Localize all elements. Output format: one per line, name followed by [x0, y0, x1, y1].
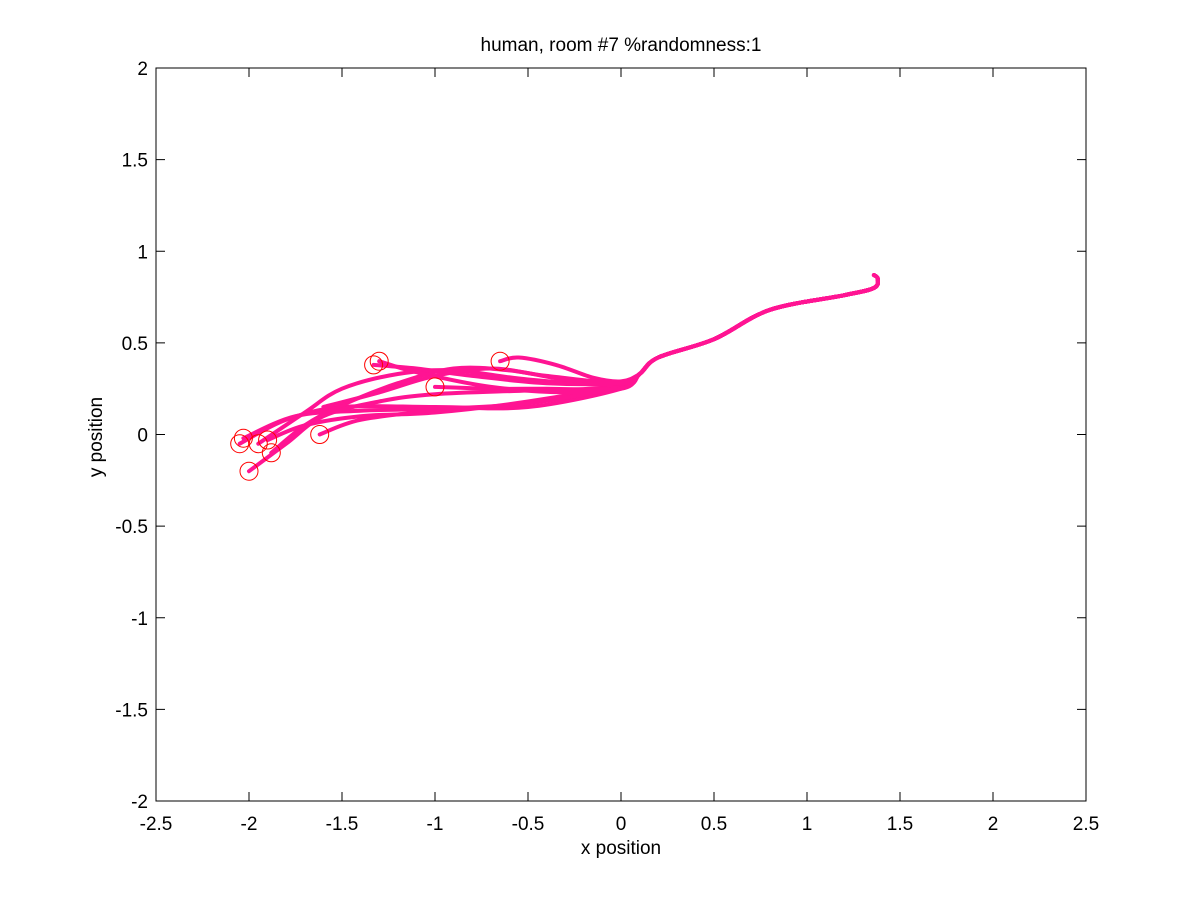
x-tick-label: 1: [802, 814, 813, 835]
y-tick-label: -1: [131, 609, 148, 630]
x-tick-label: -2.5: [140, 814, 173, 835]
x-axis-label: x position: [581, 838, 661, 859]
start-point-marker-2: [233, 428, 253, 448]
y-tick-label: 0.5: [122, 334, 148, 355]
y-tick-label: -1.5: [115, 700, 148, 721]
start-point-marker-5: [258, 430, 278, 450]
start-markers: [230, 351, 510, 481]
x-tick-label: 0: [616, 814, 627, 835]
start-point-marker-3: [239, 461, 259, 481]
start-point-marker-6: [261, 443, 281, 463]
y-axis-label: y position: [86, 397, 107, 477]
start-point-marker-10: [425, 377, 445, 397]
trajectories: [237, 273, 880, 474]
y-tick-label: 2: [137, 59, 148, 80]
x-tick-label: 2.5: [1073, 814, 1099, 835]
x-tick-label: -0.5: [512, 814, 545, 835]
start-point-marker-4: [248, 434, 268, 454]
x-tick-label: 2: [988, 814, 999, 835]
y-tick-label: 0: [137, 426, 148, 447]
start-point-marker-1: [230, 434, 250, 454]
y-tick-label: -0.5: [115, 517, 148, 538]
start-point-marker-11: [490, 351, 510, 371]
start-point-marker-9: [369, 351, 389, 371]
y-tick-label: -2: [131, 792, 148, 813]
start-point-marker-7: [310, 425, 330, 444]
x-tick-label: 1.5: [887, 814, 913, 835]
start-point-marker-8: [364, 355, 384, 375]
y-axis-ticks: -2 -1.5 -1 -0.5 0 0.5 1 1.5 2: [115, 59, 1086, 813]
y-tick-label: 1: [137, 242, 148, 263]
trajectory-line-12: [321, 273, 880, 409]
x-tick-label: -2: [241, 814, 258, 835]
x-tick-label: -1: [427, 814, 444, 835]
x-axis-ticks: -2.5 -2 -1.5 -1 -0.5 0 0.5 1 1.5 2 2.5: [140, 68, 1099, 835]
x-tick-label: -1.5: [326, 814, 359, 835]
y-tick-label: 1.5: [122, 151, 148, 172]
x-tick-label: 0.5: [701, 814, 727, 835]
chart-title: human, room #7 %randomness:1: [481, 35, 762, 56]
